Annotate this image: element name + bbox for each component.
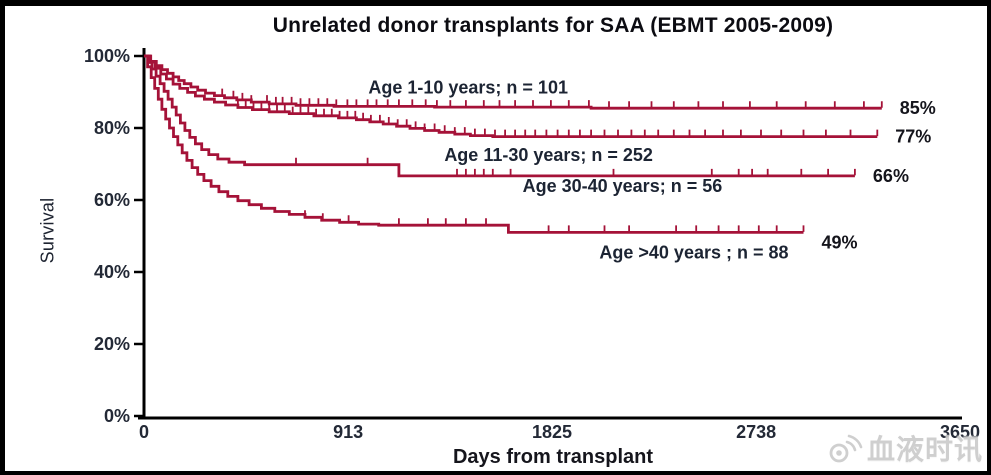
censor-ticks-0 [221,88,883,108]
x-tick-label: 3650 [940,422,980,442]
end-label-3: 49% [822,232,858,252]
series-label-0: Age 1-10 years; n = 101 [368,77,568,97]
y-tick-label: 60% [94,190,130,210]
y-tick-label: 0% [104,406,130,426]
y-tick-label: 100% [84,46,130,66]
series-curve-0 [144,54,882,110]
chart-title: Unrelated donor transplants for SAA (EBM… [272,14,834,37]
censor-ticks-2 [295,157,856,176]
x-tick-label: 0 [139,422,149,442]
survival-chart-svg: 0% 20% 40% 60% 80% 100% 0 913 1825 2738 3650 Age 1-… [84,46,980,442]
series-label-2: Age 30-40 years; n = 56 [523,176,723,196]
series-label-3: Age >40 years ; n = 88 [599,242,788,262]
series-curve-3 [144,54,804,234]
end-label-2: 66% [873,166,909,186]
series-curve-2 [144,54,855,178]
x-tick-label: 2738 [736,422,776,442]
y-tick-label: 20% [94,334,130,354]
series-label-1: Age 11-30 years; n = 252 [444,145,653,165]
y-tick-label: 80% [94,118,130,138]
x-tick-label: 913 [333,422,363,442]
end-label-0: 85% [900,98,936,118]
y-tick-label: 40% [94,262,130,282]
x-tick-label: 1825 [532,422,572,442]
x-axis-title: Days from transplant [452,446,654,468]
censor-ticks-3 [304,210,805,232]
censor-ticks-1 [237,100,879,137]
end-label-1: 77% [895,127,931,147]
